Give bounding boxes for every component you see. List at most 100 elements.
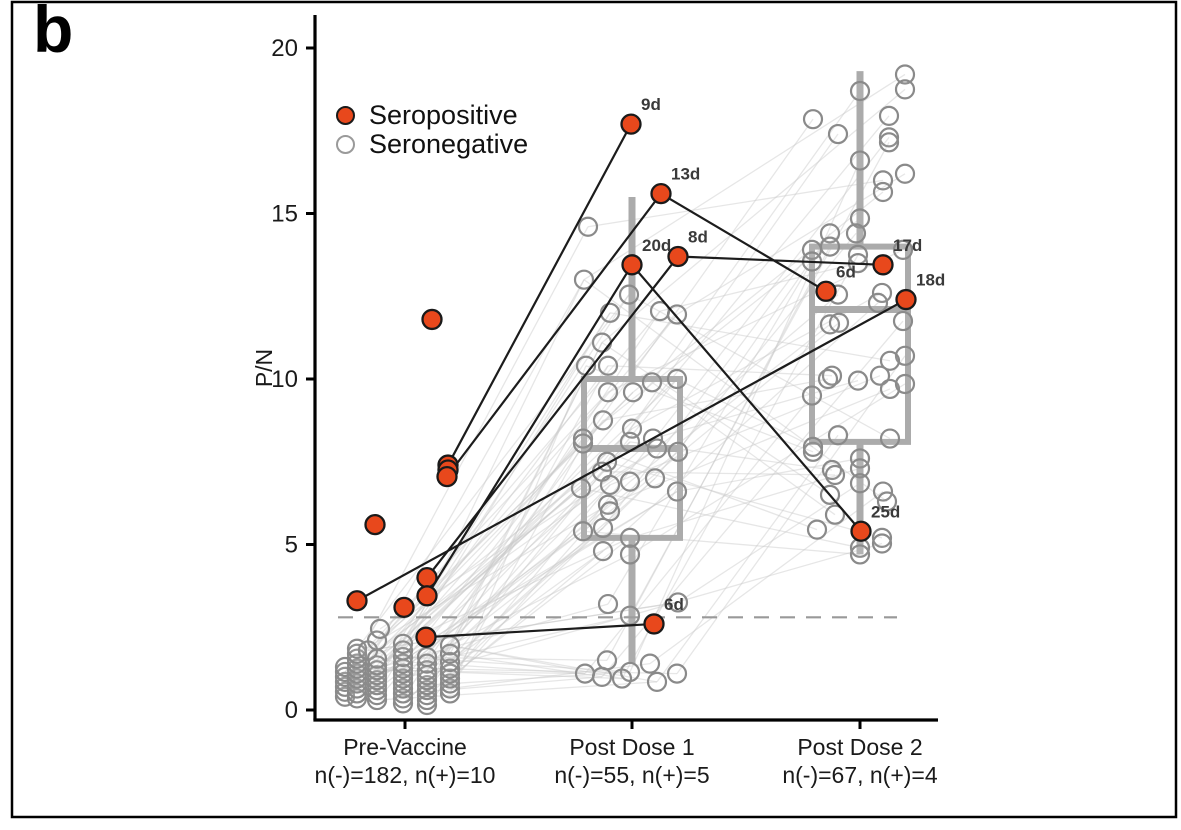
pair-connector-line [607,365,833,377]
pair-connector-line [344,226,589,683]
seropositive-point [667,245,689,268]
pair-connector-line [344,310,661,683]
seronegative-point [802,436,824,457]
pair-connector-line [402,471,603,680]
seronegative-point [827,123,849,145]
seronegative-point [802,109,824,130]
seronegative-point [646,671,668,692]
seronegative-point [592,541,614,562]
seronegative-point [596,650,618,671]
seropositive-point [421,308,443,331]
seropositive-point [621,254,643,276]
seropositive-point [895,288,917,311]
seronegative-point [871,527,893,548]
seronegative-point [849,544,871,565]
seronegative-point [416,646,438,668]
pair-connector-line [426,484,611,665]
pair-connector-line [629,383,906,555]
seronegative-point [599,474,621,496]
seronegative-point [366,655,388,676]
y-axis-tick-label: 5 [285,532,298,559]
figure-border [10,0,1178,819]
seronegative-point [871,533,893,554]
seronegative-point [824,504,846,525]
x-axis-group-count-label: n(-)=67, n(+)=4 [782,762,938,788]
day-annotation-label: 25d [871,502,900,521]
pair-connector-line [629,542,883,617]
seronegative-point [570,478,592,499]
pair-connector-line [376,461,608,642]
seronegative-point [392,640,414,661]
pair-connector-line [602,302,879,552]
pair-connector-line [426,553,631,658]
pair-connector-line [676,355,906,674]
pair-connector-line [344,443,584,673]
day-annotation-label: 18d [916,271,945,290]
seronegative-point [646,438,668,459]
seronegative-point [597,593,619,615]
seronegative-point [573,269,595,290]
seronegative-point [801,385,823,406]
pair-connector-line [607,388,891,506]
pair-connector-line [609,375,881,486]
seronegative-point [894,373,916,395]
seronegative-point [592,410,614,431]
y-axis-tick-label: 0 [285,697,298,724]
y-axis-tick-label: 15 [271,201,298,228]
seronegative-point [619,471,641,492]
seronegative-point [597,355,619,376]
day-annotation-label: 17d [893,236,922,255]
seronegative-point [572,428,594,449]
seronegative-point [667,592,689,613]
seropositive-point [650,182,672,205]
seronegative-point [817,368,839,390]
seronegative-point [806,519,828,540]
seronegative-point [867,292,889,313]
pair-connector-line [601,342,831,496]
seropositive-trajectory-line [660,192,827,293]
pair-connector-line [376,294,630,681]
pair-connector-line [583,73,906,281]
seropositive-point [620,113,642,135]
pair-connector-line [582,118,814,444]
legend-label-seropositive: Seropositive [369,100,518,130]
seronegative-point [828,312,850,333]
seronegative-point [641,372,663,393]
seronegative-point [597,382,619,403]
pair-connector-line [676,173,906,316]
seronegative-point [577,216,599,237]
seronegative-point [879,378,901,400]
seronegative-point [599,501,621,522]
seronegative-point [894,64,916,85]
seropositive-trajectory-line [446,192,662,478]
seronegative-point [667,441,689,462]
pair-connector-line [606,133,839,463]
seropositive-trajectory-line [425,622,655,639]
seronegative-point [572,433,594,454]
seronegative-point [392,633,414,654]
seronegative-point [872,181,894,203]
seronegative-point [572,521,594,542]
pair-connector-line [376,365,609,676]
pair-connector-line [632,191,884,393]
pair-connector-line [402,530,584,670]
seronegative-point [366,630,388,651]
seropositive-point [416,585,438,607]
seropositive-point [850,520,872,542]
seronegative-point [894,345,916,366]
seronegative-point [366,648,388,669]
pair-connector-line [356,615,631,680]
seropositive-trajectory-line [631,264,862,532]
pair-connector-line [677,232,831,453]
seronegative-point [619,544,641,565]
y-axis-tick-label: 10 [271,366,298,393]
pair-connector-line [654,232,857,479]
day-annotation-label: 9d [641,95,661,114]
pair-connector-line [629,467,861,539]
pair-connector-line [402,419,604,689]
seronegative-point [619,527,641,548]
seronegative-point [849,150,871,171]
pair-connector-line [449,550,604,663]
